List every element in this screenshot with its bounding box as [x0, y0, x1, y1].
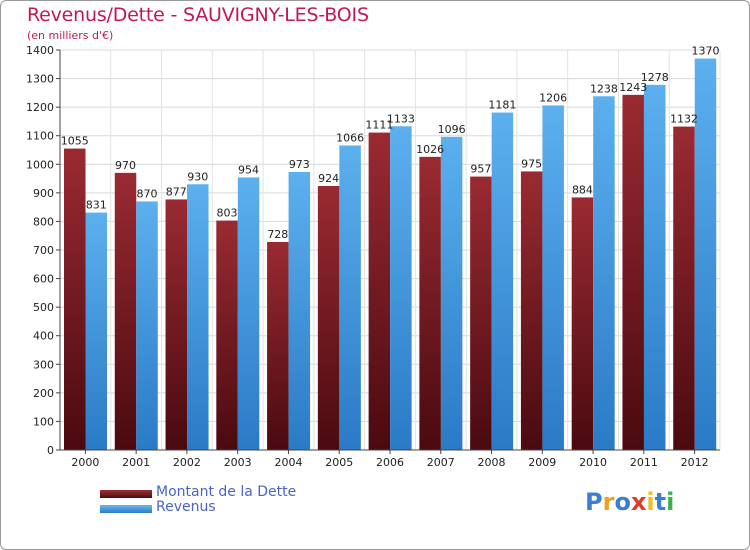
chart-subtitle: (en milliers d'€) — [27, 29, 114, 42]
bar-dette-2010 — [571, 197, 594, 450]
bar-dette-2006 — [368, 132, 391, 451]
bar-revenus-2011 — [643, 84, 666, 450]
value-label-revenus-2009: 1206 — [539, 91, 567, 104]
value-label-dette-2010: 884 — [572, 183, 593, 196]
x-tick-label-2001: 2001 — [122, 456, 150, 469]
bar-dette-2008 — [470, 176, 492, 451]
bar-dette-2001 — [114, 172, 137, 450]
y-tick-label: 500 — [33, 301, 54, 314]
value-label-dette-2003: 803 — [217, 207, 238, 220]
x-tick-label-2011: 2011 — [630, 456, 658, 469]
y-tick-label: 200 — [33, 387, 54, 400]
value-label-revenus-2010: 1238 — [590, 82, 618, 95]
y-tick-label: 1100 — [26, 130, 54, 143]
legend-label-dette: Montant de la Dette — [156, 484, 297, 500]
value-label-revenus-2012: 1370 — [691, 45, 719, 58]
bar-dette-2004 — [267, 242, 289, 450]
bar-revenus-2005 — [339, 145, 361, 450]
x-tick-label-2007: 2007 — [427, 456, 455, 469]
logo-letter: r — [602, 488, 615, 516]
bar-revenus-2008 — [491, 112, 514, 451]
value-label-revenus-2011: 1278 — [641, 71, 669, 84]
bar-revenus-2012 — [694, 58, 717, 450]
y-tick-label: 800 — [33, 215, 54, 228]
bar-dette-2011 — [622, 94, 644, 450]
bar-revenus-2000 — [85, 212, 107, 450]
x-tick-label-2002: 2002 — [173, 456, 201, 469]
bar-revenus-2002 — [187, 184, 209, 451]
bar-revenus-2001 — [136, 201, 158, 450]
bar-revenus-2006 — [390, 126, 412, 451]
y-tick-label: 600 — [33, 273, 54, 286]
legend-label-revenus: Revenus — [156, 499, 216, 515]
value-label-revenus-2002: 930 — [187, 170, 208, 183]
chart-title: Revenus/Dette - SAUVIGNY-LES-BOIS — [27, 4, 369, 26]
value-label-dette-2007: 1026 — [416, 143, 444, 156]
logo-letter: i — [666, 488, 675, 516]
logo-letter: t — [654, 488, 667, 516]
x-tick-label-2010: 2010 — [579, 456, 607, 469]
y-tick-label: 0 — [47, 444, 54, 457]
x-tick-label-2009: 2009 — [528, 456, 556, 469]
value-label-dette-2008: 957 — [470, 163, 491, 176]
logo-letter: o — [614, 488, 631, 516]
value-label-revenus-2006: 1133 — [387, 112, 415, 125]
bar-revenus-2004 — [288, 172, 311, 450]
bar-revenus-2010 — [593, 96, 615, 451]
value-label-revenus-2007: 1096 — [438, 123, 466, 136]
bar-dette-2009 — [520, 171, 543, 450]
value-label-dette-2005: 924 — [318, 172, 339, 185]
logo-letter: P — [585, 488, 603, 516]
value-label-revenus-2003: 954 — [238, 163, 259, 176]
logo-letter: x — [630, 488, 647, 516]
legend-swatch-dette — [100, 490, 152, 498]
value-label-dette-2012: 1132 — [670, 113, 698, 126]
y-tick-label: 100 — [33, 415, 54, 428]
bar-revenus-2007 — [440, 136, 463, 450]
y-tick-label: 400 — [33, 330, 54, 343]
bar-revenus-2003 — [237, 177, 260, 450]
x-tick-label-2003: 2003 — [224, 456, 252, 469]
value-label-revenus-2005: 1066 — [336, 131, 364, 144]
bar-dette-2003 — [216, 220, 238, 450]
value-label-dette-2011: 1243 — [619, 81, 647, 94]
x-tick-label-2008: 2008 — [478, 456, 506, 469]
bars — [64, 58, 717, 451]
x-tick-label-2012: 2012 — [681, 456, 709, 469]
x-tick-label-2006: 2006 — [376, 456, 404, 469]
value-label-dette-2002: 877 — [166, 185, 187, 198]
x-tick-label-2004: 2004 — [274, 456, 302, 469]
x-tick-label-2005: 2005 — [325, 456, 353, 469]
value-label-dette-2009: 975 — [521, 157, 542, 170]
x-tick-label-2000: 2000 — [71, 456, 99, 469]
y-tick-label: 700 — [33, 244, 54, 257]
value-label-dette-2001: 970 — [115, 159, 136, 172]
bar-dette-2005 — [317, 186, 340, 450]
value-label-dette-2004: 728 — [267, 228, 288, 241]
logo-letter: i — [646, 488, 655, 516]
bar-dette-2007 — [419, 156, 441, 450]
value-label-dette-2000: 1055 — [61, 135, 89, 148]
value-label-revenus-2001: 870 — [137, 187, 158, 200]
y-tick-label: 300 — [33, 358, 54, 371]
bar-dette-2012 — [673, 126, 695, 451]
y-tick-label: 1200 — [26, 101, 54, 114]
y-tick-label: 1300 — [26, 73, 54, 86]
y-tick-label: 1400 — [26, 44, 54, 57]
value-label-dette-2006: 1111 — [365, 119, 393, 132]
y-tick-label: 900 — [33, 187, 54, 200]
value-label-revenus-2000: 831 — [86, 199, 107, 212]
value-label-revenus-2004: 973 — [289, 158, 310, 171]
bar-dette-2000 — [64, 148, 86, 451]
bar-revenus-2009 — [542, 105, 564, 450]
axes: 0 100 200 300 400 500 600 700 800 900 1000 1100 1200… — [26, 44, 720, 469]
bar-dette-2002 — [165, 199, 188, 450]
legend-swatch-revenus — [100, 505, 152, 513]
value-label-revenus-2008: 1181 — [488, 99, 516, 112]
proxiti-logo: Proxiti — [585, 488, 674, 516]
y-tick-label: 1000 — [26, 158, 54, 171]
